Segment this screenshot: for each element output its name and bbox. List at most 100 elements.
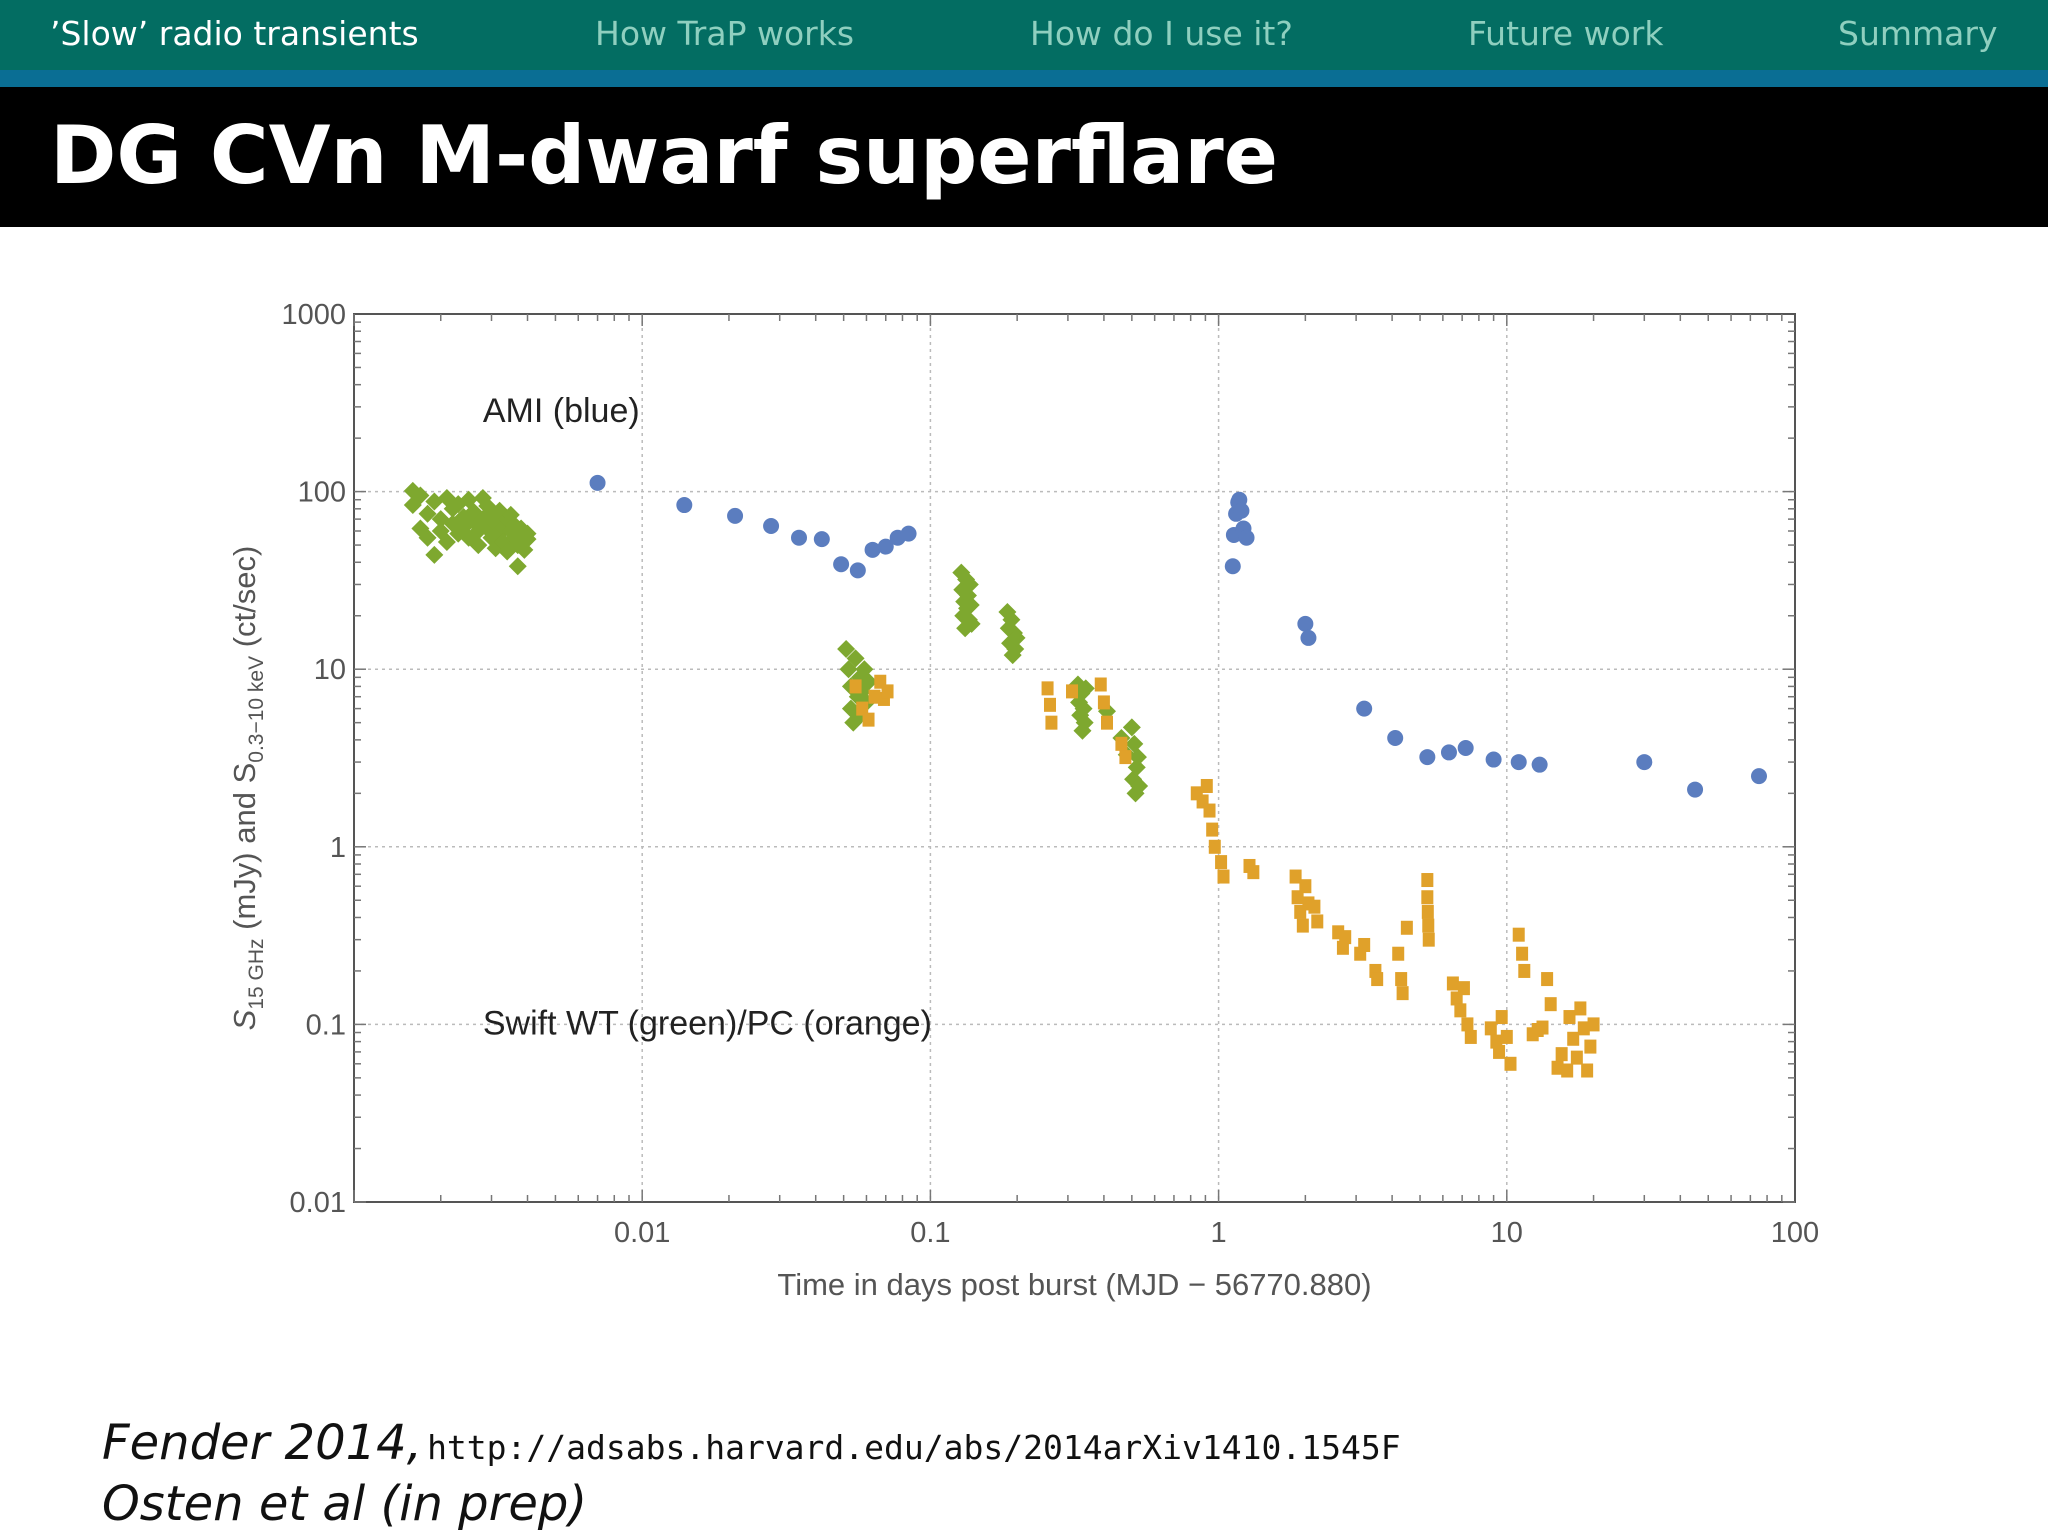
orange-data-point [1461, 1017, 1474, 1032]
blue-data-point [1419, 749, 1436, 766]
orange-data-point [1308, 899, 1321, 914]
x-tick-label: 0.1 [910, 1217, 950, 1249]
orange-data-point [1584, 1039, 1597, 1054]
orange-data-point [1043, 697, 1056, 712]
blue-data-point [1238, 529, 1255, 546]
green-data-point [1006, 639, 1025, 658]
green-data-point [1074, 699, 1093, 718]
section-navigation: ’Slow’ radio transients How TraP works H… [0, 0, 2048, 70]
orange-data-point [1567, 1031, 1580, 1046]
green-data-point [962, 614, 981, 633]
green-data-point [464, 502, 483, 521]
nav-item-how-trap-works[interactable]: How TraP works [595, 14, 855, 53]
orange-data-point [1045, 715, 1058, 730]
blue-data-point [864, 541, 881, 558]
orange-data-point [1200, 778, 1213, 793]
orange-data-point [1544, 997, 1557, 1012]
y-tick-label: 100 [298, 477, 346, 509]
y-label-part-3: (ct/sec) [227, 546, 262, 656]
green-data-point [1076, 679, 1095, 698]
y-tick-label: 0.1 [306, 1009, 346, 1041]
green-data-point [1002, 610, 1021, 629]
orange-data-point [1041, 681, 1054, 696]
title-bar: DG CVn M-dwarf superflare [0, 87, 2048, 227]
orange-data-point [1101, 715, 1114, 730]
citation-author-osten: Osten et al (in prep) [102, 1476, 588, 1532]
orange-data-point [1454, 1003, 1467, 1018]
blue-data-point [1356, 700, 1373, 717]
green-data-point [998, 602, 1017, 621]
blue-data-point [849, 562, 866, 579]
orange-data-point [1555, 1047, 1568, 1062]
blue-data-point [1531, 756, 1548, 773]
green-data-point [859, 672, 878, 691]
orange-data-point [1551, 1060, 1564, 1075]
green-data-point [418, 504, 437, 523]
orange-data-point [1289, 869, 1302, 884]
blue-data-point [1750, 768, 1767, 785]
blue-data-point [1297, 615, 1314, 632]
blue-data-point [833, 556, 850, 573]
orange-data-point [856, 701, 869, 716]
x-axis-label: Time in days post burst (MJD − 56770.880… [777, 1267, 1371, 1302]
green-data-point [437, 533, 456, 552]
orange-data-point [1512, 927, 1525, 942]
nav-item-future-work[interactable]: Future work [1468, 14, 1664, 53]
orange-data-point [1457, 981, 1470, 996]
y-tick-label: 10 [314, 654, 346, 686]
citation-line-2: Osten et al (in prep) [102, 1476, 587, 1532]
blue-data-point [1440, 744, 1457, 761]
orange-data-point [1291, 890, 1304, 905]
blue-data-point [589, 474, 606, 491]
orange-data-point [1094, 677, 1107, 692]
x-tick-label: 100 [1771, 1217, 1819, 1249]
nav-item-slow-radio-transients[interactable]: ’Slow’ radio transients [50, 14, 419, 53]
green-data-point [490, 501, 509, 520]
blue-data-point [813, 531, 830, 548]
blue-data-point [877, 538, 894, 555]
y-label-part-1: S [227, 1009, 262, 1030]
orange-data-point [1516, 946, 1529, 961]
orange-data-point [1561, 1063, 1574, 1078]
green-data-point [508, 557, 527, 576]
nav-item-how-do-i-use-it[interactable]: How do I use it? [1030, 14, 1293, 53]
orange-data-point [1570, 1050, 1583, 1065]
green-data-point [518, 530, 537, 549]
orange-data-point [1577, 1021, 1590, 1036]
x-tick-label: 0.01 [614, 1217, 670, 1249]
orange-data-point [868, 689, 881, 704]
citation-author-fender: Fender 2014, [102, 1415, 422, 1471]
orange-data-point [1422, 932, 1435, 947]
orange-data-point [849, 679, 862, 694]
green-data-point [425, 545, 444, 564]
orange-data-point [1296, 918, 1309, 933]
y-label-subscript-2: 0.3−10 keV [245, 656, 268, 763]
orange-data-point [1206, 822, 1219, 837]
nav-item-summary[interactable]: Summary [1838, 14, 1998, 53]
blue-data-point [1387, 729, 1404, 746]
orange-data-point [1421, 890, 1434, 905]
annotation-ami: AMI (blue) [483, 392, 640, 430]
green-data-point [1075, 713, 1094, 732]
orange-data-point [1541, 972, 1554, 987]
flare-light-curve-chart: 0.01 0.1 1 10 100 0.01 0.1 1 10 100 1000 AMI (blue… [227, 299, 1819, 1302]
orange-data-point [881, 684, 894, 699]
green-data-point [837, 639, 856, 658]
orange-data-point [1574, 1001, 1587, 1016]
orange-data-point [1587, 1017, 1600, 1032]
green-data-point [1073, 721, 1092, 740]
blue-data-point [1510, 754, 1527, 771]
orange-data-point [1371, 972, 1384, 987]
orange-data-point [1066, 684, 1079, 699]
nav-divider-stripe [0, 70, 2048, 87]
green-data-point [425, 492, 444, 511]
orange-data-point [1518, 963, 1531, 978]
citation-url[interactable]: http://adsabs.harvard.edu/abs/2014arXiv1… [427, 1428, 1401, 1467]
orange-data-point [1421, 873, 1434, 888]
green-data-point [501, 505, 520, 524]
orange-data-point [1208, 839, 1221, 854]
green-data-point [431, 522, 450, 541]
x-tick-label: 1 [1211, 1217, 1227, 1249]
grid-lines [354, 314, 1795, 1202]
slide-title: DG CVn M-dwarf superflare [50, 109, 1278, 202]
